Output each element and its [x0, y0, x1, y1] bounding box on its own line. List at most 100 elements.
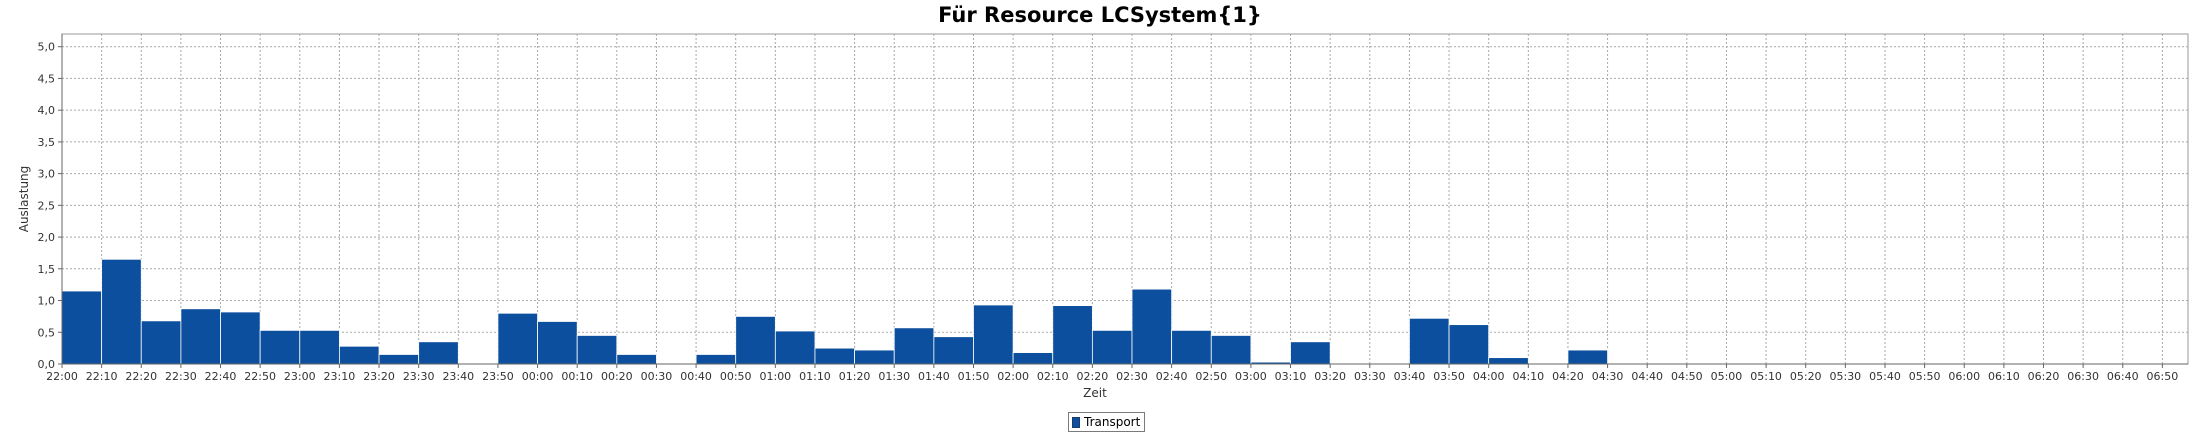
x-tick-label: 05:20	[1790, 370, 1822, 383]
x-tick-label: 05:30	[1829, 370, 1861, 383]
y-axis-label: Auslastung	[17, 166, 31, 233]
x-tick-label: 06:20	[2028, 370, 2060, 383]
x-tick-label: 00:10	[561, 370, 593, 383]
x-tick-label: 06:30	[2067, 370, 2099, 383]
legend-label-transport: Transport	[1084, 415, 1141, 429]
x-tick-label: 03:00	[1235, 370, 1267, 383]
bar	[497, 312, 538, 365]
x-tick-label: 03:10	[1275, 370, 1307, 383]
x-tick-label: 05:40	[1869, 370, 1901, 383]
bar	[1012, 352, 1054, 365]
y-tick-label: 5,0	[38, 41, 56, 54]
x-tick-label: 04:30	[1592, 370, 1624, 383]
y-tick-label: 4,0	[38, 104, 56, 117]
bar	[537, 321, 578, 365]
x-tick-label: 23:50	[482, 370, 514, 383]
bar	[378, 354, 420, 365]
legend: Transport	[1068, 412, 1146, 432]
bar	[695, 354, 737, 365]
x-tick-label: 02:50	[1195, 370, 1227, 383]
bar	[1210, 335, 1252, 365]
x-tick-label: 04:40	[1631, 370, 1663, 383]
x-tick-label: 04:10	[1512, 370, 1544, 383]
y-tick-label: 2,5	[38, 199, 56, 212]
x-tick-label: 01:00	[759, 370, 791, 383]
x-tick-label: 05:50	[1909, 370, 1941, 383]
bar	[814, 347, 855, 365]
x-tick-label: 04:50	[1671, 370, 1703, 383]
x-axis-label: Zeit	[1083, 386, 1107, 400]
bar	[1409, 317, 1450, 365]
y-tick-label: 3,5	[38, 136, 56, 149]
x-tick-label: 02:10	[1037, 370, 1069, 383]
x-tick-label: 03:20	[1314, 370, 1346, 383]
x-tick-label: 03:40	[1394, 370, 1426, 383]
bar	[576, 335, 618, 365]
bar	[616, 354, 657, 365]
bar	[1448, 324, 1490, 365]
x-tick-label: 06:50	[2147, 370, 2179, 383]
x-tick-label: 23:00	[284, 370, 316, 383]
bar	[854, 349, 895, 365]
y-tick-label: 2,0	[38, 231, 56, 244]
x-tick-label: 01:40	[918, 370, 950, 383]
x-tick-label: 02:20	[1077, 370, 1109, 383]
x-tick-label: 02:40	[1156, 370, 1188, 383]
x-tick-label: 00:00	[522, 370, 554, 383]
y-tick-label: 0,0	[38, 358, 56, 371]
x-tick-label: 22:30	[165, 370, 197, 383]
y-tick-label: 3,0	[38, 168, 56, 181]
x-tick-label: 23:10	[324, 370, 356, 383]
bar	[418, 341, 459, 365]
x-tick-label: 06:40	[2107, 370, 2139, 383]
legend-swatch-transport	[1072, 416, 1080, 428]
x-tick-label: 01:20	[839, 370, 871, 383]
x-tick-label: 04:20	[1552, 370, 1584, 383]
bar	[1171, 329, 1212, 365]
x-tick-label: 03:50	[1433, 370, 1465, 383]
bar	[973, 304, 1014, 365]
x-tick-label: 23:20	[363, 370, 395, 383]
x-tick-label: 00:20	[601, 370, 633, 383]
x-tick-label: 22:00	[46, 370, 78, 383]
x-tick-label: 06:10	[1988, 370, 2020, 383]
bar	[220, 311, 261, 365]
x-tick-label: 23:30	[403, 370, 435, 383]
x-tick-label: 01:50	[958, 370, 990, 383]
x-tick-label: 01:30	[878, 370, 910, 383]
x-tick-label: 00:40	[680, 370, 712, 383]
plot-frame	[61, 33, 2189, 365]
bar	[299, 329, 340, 365]
bar	[893, 327, 935, 365]
x-tick-label: 01:10	[799, 370, 831, 383]
x-tick-label: 00:50	[720, 370, 752, 383]
x-tick-label: 23:40	[442, 370, 474, 383]
x-tick-label: 02:30	[1116, 370, 1148, 383]
bar	[101, 258, 142, 365]
x-tick-label: 00:30	[641, 370, 673, 383]
bar	[1290, 341, 1331, 365]
bar	[1131, 288, 1173, 365]
x-tick-label: 22:50	[244, 370, 276, 383]
y-tick-label: 1,0	[38, 295, 56, 308]
x-tick-label: 22:20	[125, 370, 157, 383]
bar	[61, 290, 103, 365]
y-tick-label: 0,5	[38, 326, 56, 339]
bar	[735, 316, 776, 365]
y-tick-label: 1,5	[38, 263, 56, 276]
x-tick-label: 06:00	[1948, 370, 1980, 383]
x-tick-label: 22:10	[86, 370, 118, 383]
chart-title: Für Resource LCSystem{1}	[938, 3, 1262, 27]
bar	[1567, 349, 1608, 365]
bar	[774, 330, 816, 365]
x-tick-label: 04:00	[1473, 370, 1505, 383]
y-tick-label: 4,5	[38, 72, 56, 85]
x-tick-label: 05:10	[1750, 370, 1782, 383]
x-tick-label: 03:30	[1354, 370, 1386, 383]
bar	[140, 320, 182, 365]
x-tick-label: 22:40	[205, 370, 237, 383]
bar	[180, 308, 221, 365]
bar	[1052, 305, 1093, 365]
